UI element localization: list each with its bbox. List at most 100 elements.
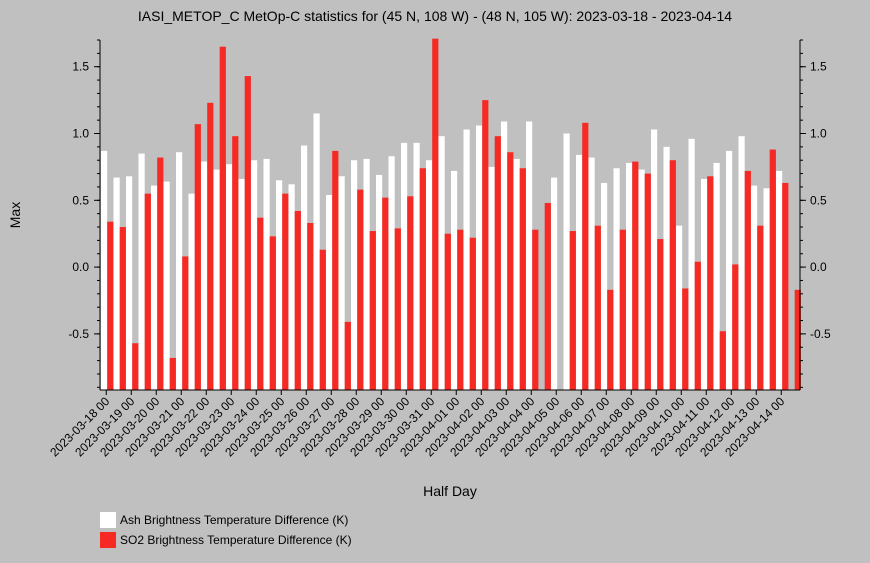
so2-bar: [719, 331, 726, 390]
ash-bar: [751, 185, 758, 390]
y-tick-label-left: 0.0: [72, 260, 89, 274]
so2-bar: [782, 182, 789, 390]
so2-bar: [269, 236, 276, 390]
so2-bar: [382, 197, 389, 390]
so2-bar: [732, 264, 739, 390]
y-tick-label-left: 0.5: [72, 193, 89, 207]
ash-bar: [226, 164, 233, 390]
so2-bar: [707, 176, 714, 390]
y-tick-label-right: 0.5: [810, 193, 827, 207]
so2-bar: [619, 229, 626, 390]
so2-bar: [157, 157, 164, 390]
so2-bar: [344, 321, 351, 390]
ash-bar: [763, 188, 770, 390]
ash-bar: [713, 162, 720, 390]
ash-bar: [613, 168, 620, 390]
legend-item-ash: Ash Brightness Temperature Difference (K…: [100, 511, 348, 529]
ash-bar: [388, 156, 395, 390]
so2-bar: [569, 231, 576, 390]
so2-bar: [307, 223, 314, 390]
so2-bar: [457, 229, 464, 390]
legend-label-ash: Ash Brightness Temperature Difference (K…: [120, 513, 349, 527]
legend-item-so2: SO2 Brightness Temperature Difference (K…: [100, 531, 352, 549]
ash-bar: [526, 121, 533, 391]
ash-bar: [563, 133, 570, 390]
ash-bar: [426, 160, 433, 390]
so2-bar: [144, 193, 151, 390]
ash-bar: [576, 154, 583, 390]
ash-bar: [738, 136, 745, 390]
so2-bar: [182, 256, 189, 390]
so2-bar: [482, 100, 489, 391]
so2-bar: [744, 170, 751, 390]
ash-bar: [138, 153, 145, 390]
so2-bar: [507, 152, 514, 390]
so2-bar: [332, 150, 339, 390]
ash-bar: [476, 125, 483, 390]
ash-bar: [626, 162, 633, 390]
ash-bar: [588, 157, 595, 390]
so2-bar: [207, 102, 214, 390]
legend-label-so2: SO2 Brightness Temperature Difference (K…: [120, 533, 352, 547]
ash-bar: [251, 160, 258, 390]
so2-bar: [644, 173, 651, 390]
ash-bar: [326, 194, 333, 390]
legend-swatch-ash: [100, 512, 116, 528]
ash-bar: [376, 174, 383, 390]
so2-bar: [632, 161, 639, 390]
ash-bar: [401, 142, 408, 390]
y-axis-title: Max: [7, 202, 23, 228]
y-tick-label-left: 1.5: [72, 60, 89, 74]
so2-bar: [519, 168, 526, 390]
x-axis-title: Half Day: [423, 483, 477, 499]
so2-bar: [694, 261, 701, 390]
y-tick-label-right: 1.5: [810, 60, 827, 74]
y-tick-label-left: -0.5: [68, 327, 89, 341]
ash-bar: [151, 185, 158, 390]
ash-bar: [726, 150, 733, 390]
ash-bar: [501, 121, 508, 391]
ash-bar: [513, 158, 520, 390]
ash-bar: [113, 177, 120, 390]
so2-bar: [469, 237, 476, 390]
so2-bar: [169, 357, 176, 390]
so2-bar: [194, 124, 201, 390]
ash-bar: [363, 158, 370, 390]
y-tick-label-right: 0.0: [810, 260, 827, 274]
y-tick-label-right: -0.5: [810, 327, 831, 341]
ash-bar: [288, 184, 295, 390]
ash-bar: [676, 225, 683, 390]
so2-bar: [257, 217, 264, 390]
so2-bar: [132, 343, 139, 390]
ash-bar: [101, 150, 108, 390]
so2-bar: [107, 221, 114, 390]
chart-title: IASI_METOP_C MetOp-C statistics for (45 …: [137, 8, 733, 24]
so2-bar: [369, 231, 376, 390]
so2-bar: [407, 196, 414, 390]
so2-bar: [232, 136, 239, 390]
so2-bar: [544, 202, 551, 390]
ash-bar: [551, 177, 558, 390]
so2-bar: [769, 149, 776, 390]
ash-bar: [276, 180, 283, 390]
ash-bar: [601, 182, 608, 390]
so2-bar: [294, 210, 301, 390]
so2-bar: [757, 225, 764, 390]
so2-bar: [682, 288, 689, 390]
ash-bar: [126, 176, 133, 390]
so2-bar: [582, 122, 589, 390]
so2-bar: [357, 189, 364, 390]
ash-bar: [213, 169, 220, 390]
so2-bar: [444, 233, 451, 390]
ash-bar: [463, 129, 470, 390]
ash-bar: [351, 160, 358, 390]
so2-bar: [794, 289, 801, 390]
y-tick-label-left: 1.0: [72, 127, 89, 141]
so2-bar: [394, 228, 401, 390]
ash-bar: [488, 166, 495, 390]
so2-bar: [219, 46, 226, 391]
ash-bar: [651, 129, 658, 390]
so2-bar: [419, 168, 426, 390]
so2-bar: [607, 289, 614, 390]
